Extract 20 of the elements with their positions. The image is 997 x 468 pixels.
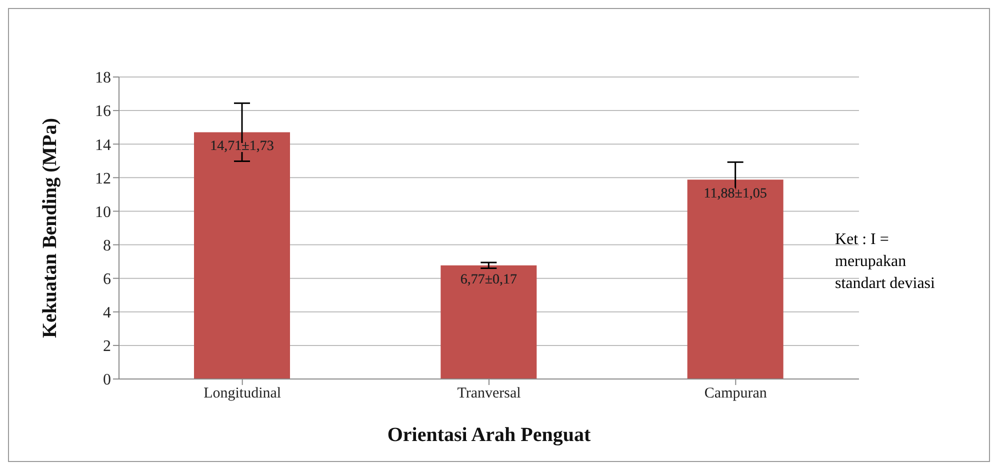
- y-tick-label: 2: [103, 338, 111, 356]
- y-tick-label: 12: [95, 170, 111, 188]
- y-tick-label: 18: [95, 70, 111, 87]
- x-tick-label: Campuran: [704, 386, 768, 402]
- y-tick-label: 10: [95, 204, 111, 221]
- bar: [194, 132, 290, 379]
- data-label: 6,77±0,17: [460, 272, 518, 288]
- x-tick-label: Tranversal: [457, 386, 521, 402]
- x-axis-title: Orientasi Arah Penguat: [387, 424, 591, 446]
- y-tick-label: 4: [103, 304, 111, 322]
- bar: [687, 180, 784, 379]
- y-axis-title: Kekuatan Bending (MPa): [39, 118, 62, 338]
- annotation: Ket : I = merupakan standart deviasi: [835, 230, 936, 294]
- bar: [440, 265, 537, 379]
- y-tick-label: 0: [103, 372, 111, 389]
- y-tick-label: 8: [103, 237, 111, 254]
- y-tick-label: 14: [95, 136, 111, 154]
- y-tick-label: 6: [103, 271, 111, 288]
- x-tick-label: Longitudinal: [204, 386, 282, 402]
- y-tick-label: 16: [95, 103, 111, 120]
